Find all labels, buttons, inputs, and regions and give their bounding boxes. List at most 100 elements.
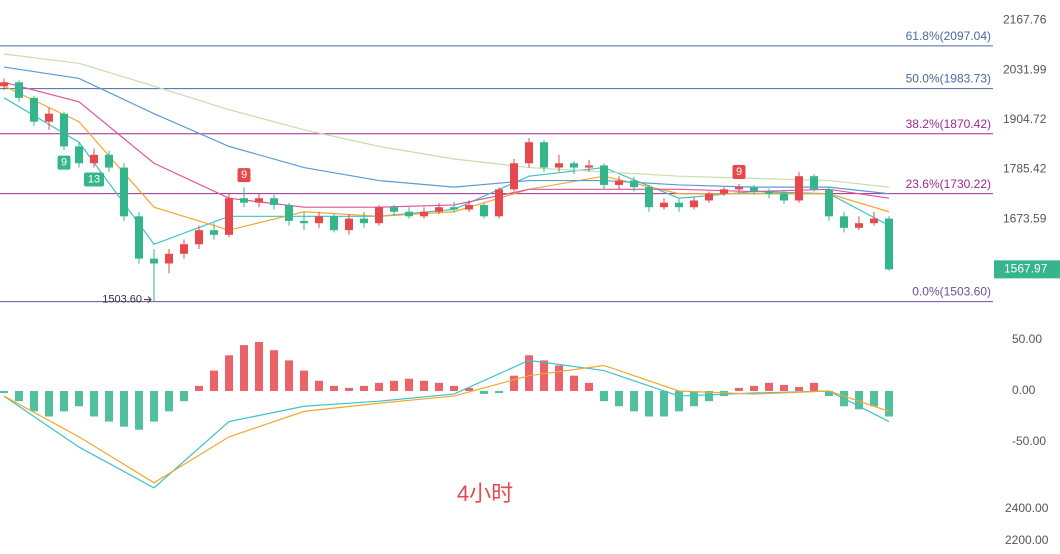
candle-body <box>465 204 473 210</box>
candle-body <box>480 204 488 217</box>
macd-bar <box>600 390 608 402</box>
candle-body <box>720 189 728 194</box>
candle-body <box>630 180 638 188</box>
macd-bar <box>795 386 803 391</box>
macd-bar <box>660 390 668 417</box>
candle-body <box>510 163 518 190</box>
candle-body <box>90 154 98 164</box>
candle-body <box>855 223 863 228</box>
macd-bar <box>300 370 308 391</box>
macd-bar <box>690 390 698 407</box>
macd-bar <box>240 345 248 391</box>
candle-body <box>75 146 83 164</box>
candle-body <box>210 230 218 235</box>
fib-label: 61.8%(2097.04) <box>906 29 991 43</box>
candle-body <box>810 176 818 190</box>
candle-body <box>435 207 443 212</box>
low-arrow <box>144 296 152 303</box>
candle-body <box>225 198 233 235</box>
macd-tick-label: 0.00 <box>1012 383 1036 397</box>
candle-body <box>660 202 668 208</box>
last-price: 1567.97 <box>1004 262 1048 276</box>
candle-body <box>525 142 533 164</box>
macd-bar <box>360 385 368 391</box>
candle-body <box>120 167 128 217</box>
candle-body <box>345 218 353 231</box>
watermark: 4小时 <box>457 481 513 506</box>
candle-body <box>870 218 878 224</box>
macd-bar <box>180 390 188 402</box>
macd-bar <box>30 390 38 412</box>
candle-body <box>555 163 563 168</box>
macd-bar <box>420 380 428 391</box>
macd-bar <box>720 390 728 397</box>
macd-bar <box>165 390 173 412</box>
candle-body <box>165 253 173 264</box>
macd-bar <box>570 375 578 391</box>
candle-body <box>180 244 188 254</box>
candle-body <box>705 193 713 201</box>
candle-body <box>585 165 593 168</box>
macd-bar <box>315 380 323 391</box>
candle-body <box>450 207 458 210</box>
macd-bar <box>645 390 653 417</box>
macd-bar <box>375 382 383 391</box>
macd-bar <box>225 355 233 391</box>
candle-body <box>390 207 398 212</box>
macd-dea <box>3 364 890 484</box>
signal-label: 9 <box>241 169 247 181</box>
macd-bar <box>135 390 143 430</box>
candle-body <box>735 187 743 190</box>
signal-badge <box>84 172 104 187</box>
low-label: 1503.60 <box>102 293 142 305</box>
macd-bar <box>855 390 863 410</box>
macd-tick-label: -50.00 <box>1012 434 1046 448</box>
fib-label: 50.0%(1983.73) <box>906 72 991 86</box>
candle-body <box>825 189 833 217</box>
macd-bar <box>870 390 878 407</box>
signal-badge <box>237 168 251 183</box>
candle-body <box>60 113 68 147</box>
candle-body <box>255 198 263 203</box>
macd-bar <box>675 390 683 412</box>
macd-bar <box>780 384 788 391</box>
macd-bar <box>735 387 743 391</box>
macd-bar <box>90 390 98 417</box>
candle-body <box>240 198 248 203</box>
macd-bar <box>345 387 353 391</box>
macd-bar <box>705 390 713 402</box>
candle-body <box>645 187 653 208</box>
y-tick-label: 2167.76 <box>1003 13 1047 27</box>
candle-body <box>195 230 203 245</box>
candle-body <box>270 198 278 205</box>
macd-bar <box>255 342 263 391</box>
lower-tick-label: 2400.00 <box>1005 501 1049 515</box>
candle-body <box>405 211 413 217</box>
macd-bar <box>825 390 833 397</box>
candle-body <box>795 176 803 201</box>
candle-body <box>0 82 8 87</box>
candle-body <box>765 191 773 194</box>
macd-bar <box>120 390 128 427</box>
macd-bar <box>45 390 53 417</box>
macd-bar <box>105 390 113 422</box>
lower-tick-label: 2200.00 <box>1005 533 1049 547</box>
macd-bar <box>330 385 338 391</box>
candle-body <box>540 142 548 168</box>
signal-label: 9 <box>736 166 742 178</box>
macd-bar <box>75 390 83 407</box>
candle-body <box>45 113 53 122</box>
candle-body <box>675 202 683 208</box>
macd-bar <box>765 382 773 391</box>
macd-bar <box>510 375 518 391</box>
macd-bar <box>540 360 548 391</box>
macd-bar <box>465 387 473 391</box>
macd-bar <box>405 378 413 391</box>
fib-label: 0.0%(1503.60) <box>912 285 991 299</box>
macd-bar <box>585 382 593 391</box>
candle-body <box>315 216 323 224</box>
y-tick-label: 1785.42 <box>1003 162 1047 176</box>
candle-body <box>570 163 578 168</box>
candle-body <box>690 200 698 208</box>
